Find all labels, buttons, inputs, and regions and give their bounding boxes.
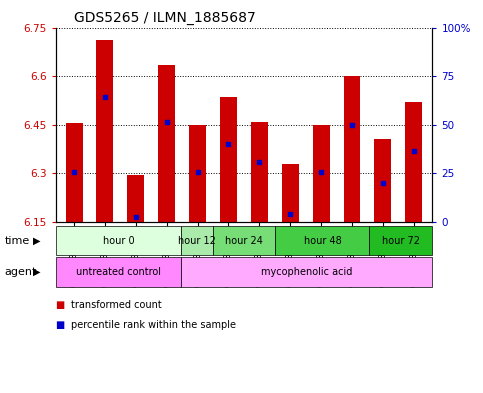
Text: hour 12: hour 12 <box>178 236 216 246</box>
Text: ▶: ▶ <box>33 267 41 277</box>
Bar <box>128 175 144 222</box>
Bar <box>313 125 329 222</box>
Text: hour 24: hour 24 <box>225 236 263 246</box>
Bar <box>343 76 360 222</box>
Text: ■: ■ <box>56 320 65 330</box>
Bar <box>97 40 114 222</box>
Bar <box>158 65 175 222</box>
Bar <box>374 140 391 222</box>
Bar <box>282 164 298 222</box>
Text: ■: ■ <box>56 299 65 310</box>
Bar <box>405 102 422 222</box>
Bar <box>189 125 206 222</box>
Text: hour 72: hour 72 <box>382 236 420 246</box>
Text: GDS5265 / ILMN_1885687: GDS5265 / ILMN_1885687 <box>74 11 256 25</box>
Text: transformed count: transformed count <box>71 299 162 310</box>
Text: time: time <box>5 236 30 246</box>
Text: percentile rank within the sample: percentile rank within the sample <box>71 320 237 330</box>
Bar <box>251 121 268 222</box>
Bar <box>66 123 83 222</box>
Text: mycophenolic acid: mycophenolic acid <box>261 267 353 277</box>
Text: hour 48: hour 48 <box>303 236 341 246</box>
Text: hour 0: hour 0 <box>102 236 134 246</box>
Text: agent: agent <box>5 267 37 277</box>
Bar <box>220 97 237 222</box>
Text: ▶: ▶ <box>33 236 41 246</box>
Text: untreated control: untreated control <box>76 267 161 277</box>
